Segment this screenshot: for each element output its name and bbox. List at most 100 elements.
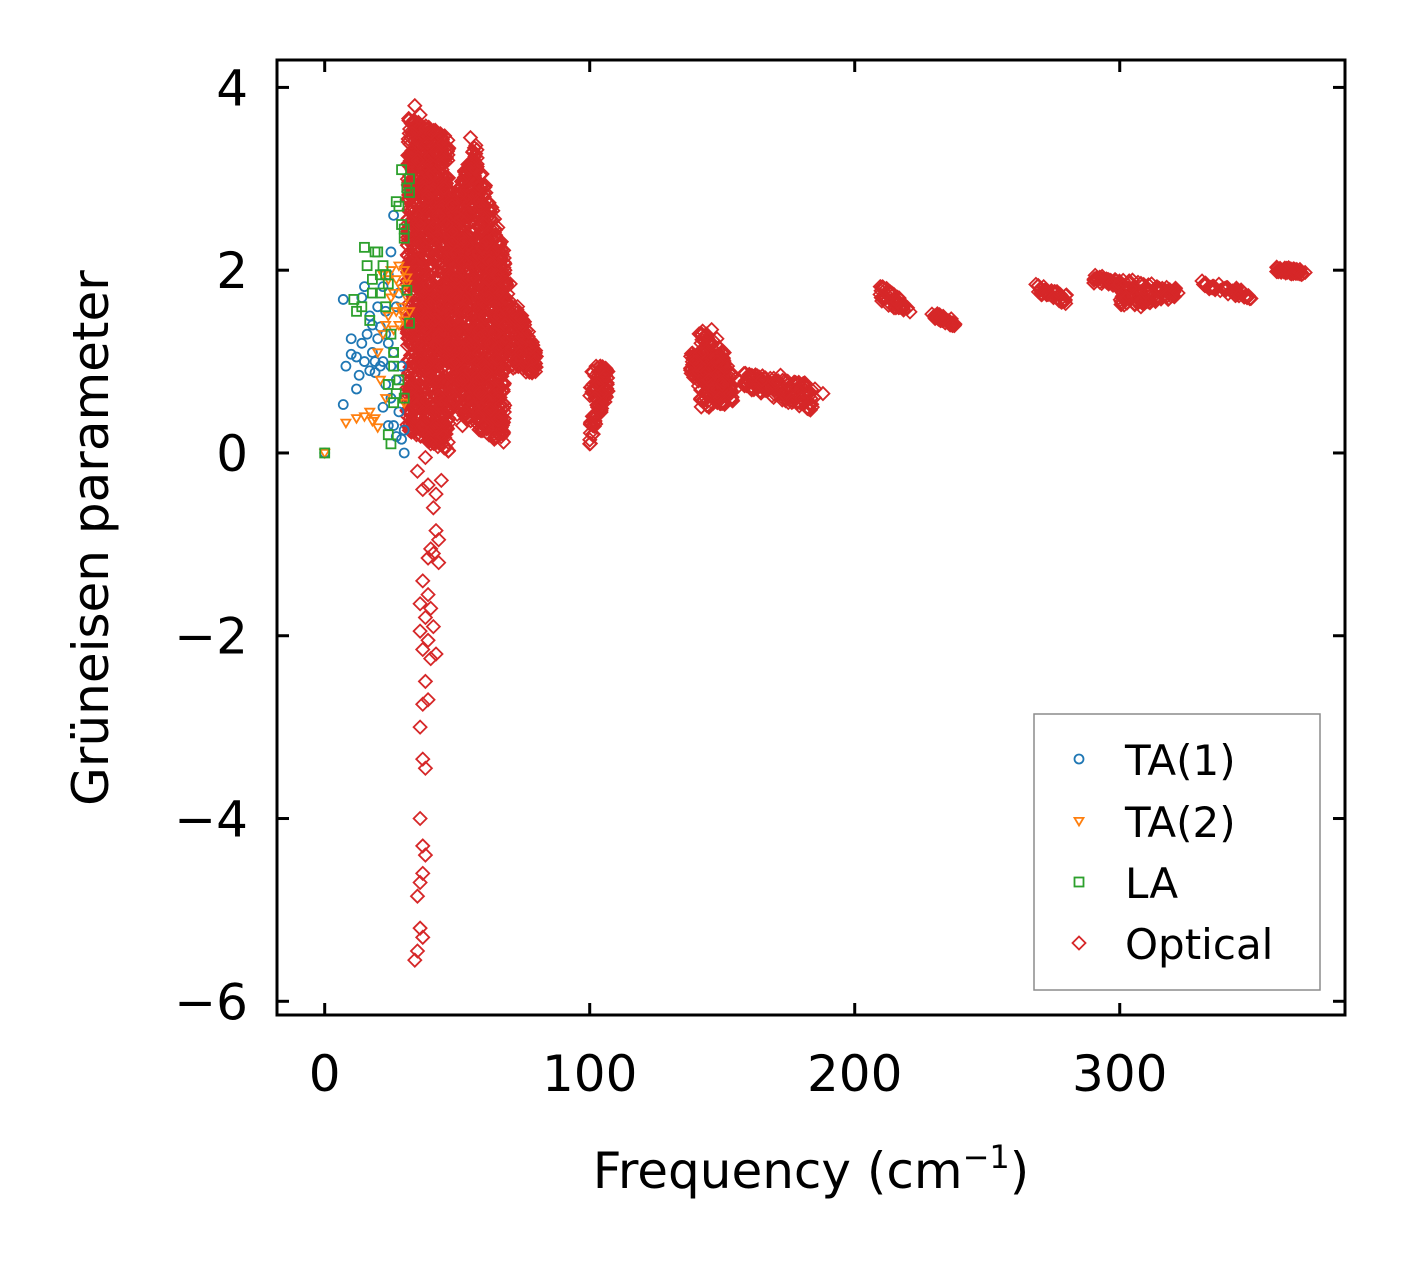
ta1-marker <box>359 281 370 293</box>
optical-marker <box>754 372 770 388</box>
optical-marker <box>412 874 428 891</box>
optical-marker <box>432 146 449 163</box>
optical-marker <box>473 198 489 214</box>
optical-marker <box>497 317 513 333</box>
y-tick-label: 2 <box>216 242 248 300</box>
optical-marker <box>430 532 447 548</box>
optical-marker <box>465 154 482 170</box>
optical-marker <box>443 394 459 411</box>
x-tick-label: 300 <box>1072 1045 1167 1103</box>
optical-marker <box>449 244 465 260</box>
optical-marker <box>478 289 495 306</box>
ta2-marker <box>368 414 382 425</box>
optical-marker <box>513 309 529 326</box>
optical-marker <box>423 240 440 256</box>
optical-marker <box>873 289 890 306</box>
legend-marker-la <box>1073 876 1085 888</box>
optical-marker <box>475 216 492 233</box>
optical-marker <box>709 353 725 370</box>
optical-marker <box>402 381 419 398</box>
ta2-marker <box>379 394 392 405</box>
ta2-marker <box>390 275 403 286</box>
la-marker <box>385 438 397 450</box>
legend: TA(1) TA(2) LA Optical <box>1033 713 1321 991</box>
optical-marker <box>436 180 452 196</box>
optical-marker <box>507 335 524 352</box>
optical-marker <box>1152 290 1169 306</box>
optical-marker <box>402 200 418 216</box>
optical-marker <box>714 344 730 361</box>
optical-marker <box>502 276 518 292</box>
optical-marker <box>503 340 520 357</box>
y-tick-label: −4 <box>174 791 248 849</box>
optical-marker <box>493 423 509 439</box>
optical-marker <box>476 335 492 351</box>
optical-marker <box>589 399 606 416</box>
optical-marker <box>1117 291 1134 307</box>
legend-label-optical: Optical <box>1125 920 1273 969</box>
optical-marker <box>436 414 452 431</box>
optical-marker <box>426 214 442 230</box>
optical-marker <box>420 550 436 566</box>
optical-marker <box>474 234 490 251</box>
optical-marker <box>507 308 524 324</box>
optical-marker <box>417 609 434 626</box>
optical-marker <box>412 623 428 639</box>
optical-marker <box>467 161 484 178</box>
optical-marker <box>727 381 744 397</box>
optical-marker <box>1217 282 1234 299</box>
optical-marker <box>456 231 472 247</box>
optical-marker <box>472 193 488 209</box>
optical-marker <box>443 298 460 314</box>
optical-marker <box>754 368 771 384</box>
optical-marker <box>454 253 471 269</box>
optical-marker <box>582 432 598 448</box>
optical-marker <box>421 184 437 200</box>
optical-marker <box>491 308 508 324</box>
optical-marker <box>712 372 729 389</box>
optical-marker <box>465 399 481 416</box>
optical-marker <box>433 157 450 173</box>
optical-marker <box>1037 285 1054 301</box>
optical-marker <box>1122 280 1139 297</box>
ta1-marker <box>345 333 357 345</box>
optical-marker <box>444 312 460 328</box>
optical-marker <box>1294 266 1311 282</box>
legend-label-ta1: TA(1) <box>1124 736 1236 785</box>
optical-marker <box>417 449 434 466</box>
la-marker <box>367 287 378 299</box>
ta1-marker <box>398 447 410 459</box>
optical-marker <box>432 293 448 310</box>
optical-marker <box>404 309 421 326</box>
ta1-marker <box>337 399 349 410</box>
optical-marker <box>587 413 603 429</box>
optical-marker <box>584 426 601 443</box>
optical-marker <box>421 296 438 312</box>
optical-marker <box>407 952 423 968</box>
optical-marker <box>934 309 951 325</box>
optical-marker <box>460 262 476 278</box>
optical-marker <box>1151 280 1168 297</box>
ta1-marker <box>377 401 389 413</box>
ta2-marker <box>400 273 413 284</box>
optical-marker <box>417 847 434 863</box>
optical-marker <box>476 351 492 368</box>
ta2-marker <box>398 316 411 327</box>
optical-marker <box>472 385 488 401</box>
optical-marker <box>764 387 780 404</box>
optical-marker <box>442 339 458 356</box>
legend-markers <box>1071 753 1087 951</box>
ta1-marker <box>396 360 407 372</box>
optical-marker <box>422 650 439 667</box>
optical-marker <box>1239 289 1255 306</box>
ta1-marker <box>337 294 349 305</box>
optical-marker <box>589 408 605 424</box>
optical-marker <box>410 395 427 412</box>
optical-marker <box>815 385 831 402</box>
optical-marker <box>412 595 428 612</box>
optical-marker <box>422 600 439 617</box>
x-tick-label: 100 <box>542 1045 637 1103</box>
optical-marker <box>422 267 439 284</box>
optical-marker <box>520 323 537 340</box>
optical-marker <box>945 317 962 333</box>
